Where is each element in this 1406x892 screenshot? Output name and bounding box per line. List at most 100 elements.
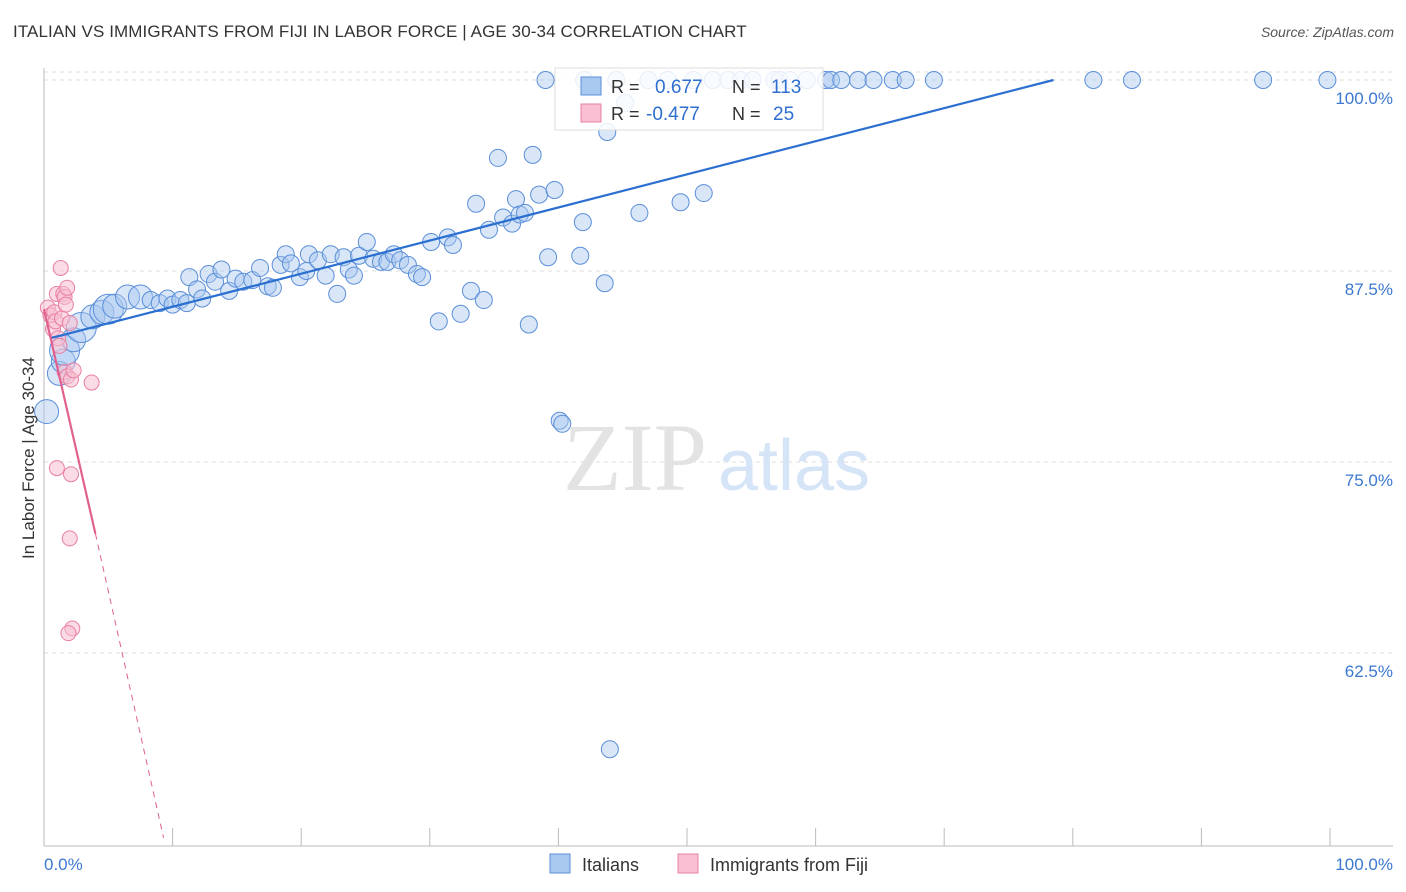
italians-point — [188, 280, 207, 299]
fiji-point — [60, 625, 77, 642]
watermark: ZIP atlas — [563, 404, 870, 511]
legend: Italians Immigrants from Fiji — [549, 853, 868, 875]
italians-point — [924, 71, 943, 89]
italians-point — [357, 232, 376, 251]
italians-r-label: R = — [611, 77, 640, 97]
fiji-point — [63, 466, 80, 483]
italians-point — [1254, 71, 1273, 89]
axes — [43, 68, 1393, 847]
fiji-point — [52, 259, 69, 276]
fiji-point — [48, 460, 65, 477]
italians-trend-line — [50, 78, 1054, 340]
fiji-point — [83, 374, 100, 391]
italians-point — [127, 284, 153, 310]
italians-point — [600, 740, 619, 759]
italians-point — [34, 399, 60, 425]
italians-point — [212, 260, 231, 279]
italians-point — [539, 248, 558, 267]
italians-point — [573, 213, 592, 232]
italians-point — [488, 148, 507, 167]
italians-point — [474, 291, 493, 310]
italians-point — [530, 185, 549, 204]
legend-fiji-swatch — [677, 853, 699, 874]
source-credit: Source: ZipAtlas.com — [1260, 24, 1394, 40]
italians-point — [234, 272, 253, 291]
fiji-point — [61, 314, 78, 331]
stats-box: R = 0.677 N = 113 R = -0.477 N = 25 — [554, 67, 824, 131]
italians-point — [545, 181, 564, 200]
watermark-atlas: atlas — [718, 426, 870, 506]
italians-point — [1318, 71, 1337, 89]
italians-point — [1122, 71, 1141, 89]
italians-point — [1084, 71, 1103, 89]
italians-point — [102, 293, 128, 319]
trend-lines — [42, 78, 1054, 838]
italians-point — [276, 245, 295, 264]
italians-point — [413, 268, 432, 287]
fiji-point — [57, 296, 74, 313]
fiji-r-label: R = — [611, 104, 640, 124]
fiji-n-value: 25 — [773, 104, 794, 125]
italians-point — [467, 194, 486, 213]
italians-point — [407, 265, 426, 284]
italians-point — [515, 203, 534, 222]
legend-italians-swatch — [549, 853, 571, 874]
italians-n-value: 113 — [771, 77, 801, 98]
legend-italians-label: Italians — [582, 855, 639, 875]
italians-point — [536, 71, 555, 89]
italians-point — [550, 411, 569, 430]
italians-point — [571, 246, 590, 265]
italians-r-value: 0.677 — [655, 77, 703, 98]
italians-point — [299, 245, 318, 264]
italians-point — [506, 190, 525, 209]
fiji-point — [61, 530, 78, 547]
fiji-n-label: N = — [732, 104, 761, 124]
fiji-trend-extension — [94, 533, 165, 838]
fiji-points — [39, 259, 100, 642]
italians-point — [849, 71, 868, 89]
italians-n-label: N = — [732, 77, 761, 97]
italians-point — [671, 193, 690, 212]
fiji-swatch — [580, 103, 602, 123]
italians-point — [832, 71, 851, 89]
italians-swatch — [580, 76, 602, 96]
italians-point — [251, 258, 270, 277]
italians-point — [344, 266, 363, 285]
grid — [44, 71, 1393, 654]
italians-point — [429, 312, 448, 331]
italians-point — [378, 252, 397, 271]
italians-point — [328, 284, 347, 303]
chart-title: ITALIAN VS IMMIGRANTS FROM FIJI IN LABOR… — [13, 22, 747, 41]
italians-point — [630, 203, 649, 222]
italians-point — [523, 145, 542, 164]
y-axis-title: In Labor Force | Age 30-34 — [19, 357, 38, 559]
x-tick-label-right: 100.0% — [1335, 855, 1393, 874]
italians-point — [883, 71, 902, 89]
y-tick-label: 62.5% — [1345, 662, 1393, 681]
italians-point — [519, 315, 538, 334]
fiji-trend-line — [42, 308, 97, 535]
watermark-zip: ZIP — [563, 404, 707, 511]
y-tick-label: 87.5% — [1345, 280, 1393, 299]
italians-point — [553, 414, 572, 433]
italians-point — [864, 71, 883, 89]
italians-point — [115, 284, 141, 310]
y-tick-label: 100.0% — [1335, 89, 1393, 108]
italians-point — [595, 274, 614, 293]
italians-point — [281, 254, 300, 273]
fiji-point — [65, 362, 82, 379]
italians-point — [263, 278, 282, 297]
y-tick-label: 75.0% — [1345, 471, 1393, 490]
fiji-r-value: -0.477 — [646, 104, 700, 125]
x-tick-label-left: 0.0% — [44, 855, 83, 874]
italians-point — [694, 184, 713, 203]
italians-point — [398, 255, 417, 274]
italians-point — [461, 281, 480, 300]
italians-point — [896, 71, 915, 89]
y-tick-labels: 100.0% 87.5% 75.0% 62.5% — [1335, 89, 1393, 681]
fiji-point — [59, 279, 76, 296]
italians-point — [443, 236, 462, 255]
italians-point — [451, 304, 470, 323]
legend-fiji-label: Immigrants from Fiji — [710, 855, 868, 875]
